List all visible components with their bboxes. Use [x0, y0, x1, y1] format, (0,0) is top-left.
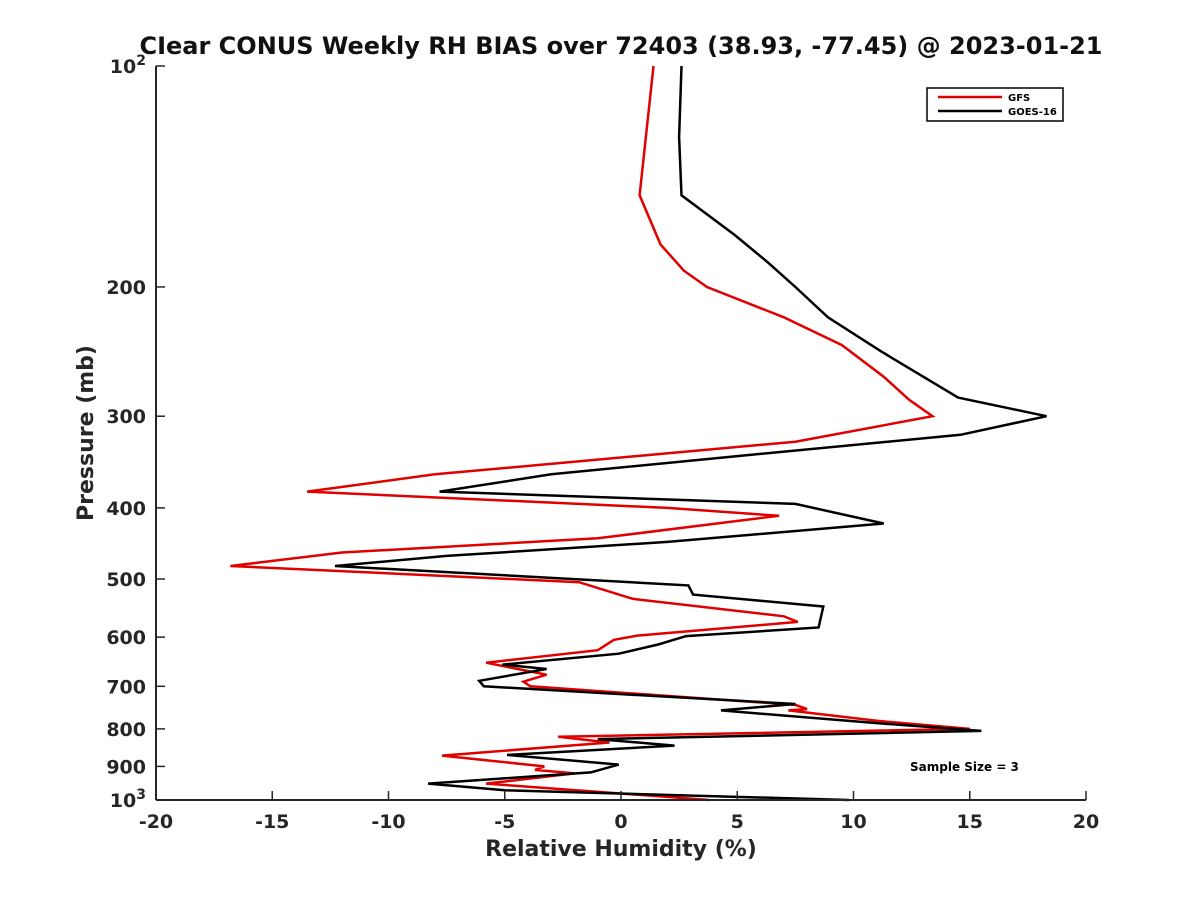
y-tick-label: 400 [106, 498, 146, 520]
x-tick-label: 5 [731, 811, 744, 833]
legend: GFS GOES-16 [926, 87, 1064, 122]
y-tick-label: 300 [106, 406, 146, 428]
y-tick-label: 700 [106, 676, 146, 698]
sample-size-annotation: Sample Size = 3 [910, 760, 1019, 774]
y-tick-label: 103 [110, 787, 146, 812]
x-tick-label: -10 [371, 811, 405, 833]
legend-box [926, 87, 1064, 122]
legend-label-goes: GOES-16 [1008, 107, 1057, 118]
x-tick-label: 10 [840, 811, 866, 833]
x-tick-label: 15 [957, 811, 983, 833]
x-tick-label: 20 [1073, 811, 1099, 833]
x-tick-label: 0 [614, 811, 627, 833]
y-tick-label: 800 [106, 719, 146, 741]
y-tick-label: 900 [106, 756, 146, 778]
x-ticks: -20 -15 -10 -5 0 5 10 15 20 [139, 791, 1099, 833]
chart-title: CIear CONUS Weekly RH BIAS over 72403 (3… [139, 32, 1102, 60]
plot-area [230, 65, 1047, 802]
legend-label-gfs: GFS [1008, 93, 1030, 104]
series-line-gfs [230, 65, 970, 802]
series-line-goes-16 [334, 65, 1047, 802]
x-tick-label: -20 [139, 811, 173, 833]
x-tick-label: -15 [255, 811, 289, 833]
y-tick-label: 102 [110, 53, 146, 78]
x-axis-label: Relative Humidity (%) [485, 837, 757, 862]
y-tick-label: 600 [106, 627, 146, 649]
y-tick-label: 200 [106, 277, 146, 299]
y-tick-label: 500 [106, 569, 146, 591]
x-tick-label: -5 [494, 811, 515, 833]
y-ticks: 102 200 300 400 500 600 700 800 900 103 [106, 53, 165, 812]
y-axis-label: Pressure (mb) [74, 345, 99, 521]
